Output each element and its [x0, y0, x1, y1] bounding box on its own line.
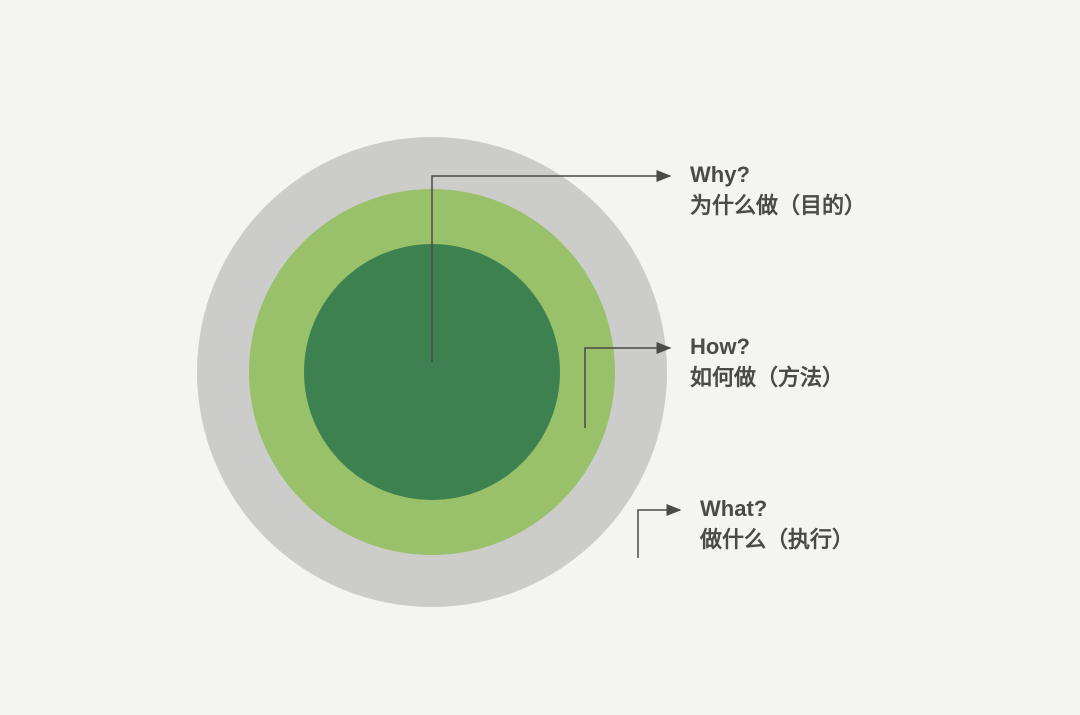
label-why-subtitle: 为什么做（目的） — [690, 191, 866, 222]
label-how-subtitle: 如何做（方法） — [690, 363, 844, 394]
inner-circle-why — [304, 244, 560, 500]
label-why: Why? 为什么做（目的） — [690, 160, 866, 222]
label-what: What? 做什么（执行） — [700, 494, 854, 556]
golden-circle-diagram: Why? 为什么做（目的） How? 如何做（方法） What? 做什么（执行） — [0, 0, 1080, 715]
label-how-title: How? — [690, 332, 844, 363]
label-why-title: Why? — [690, 160, 866, 191]
label-how: How? 如何做（方法） — [690, 332, 844, 394]
label-what-title: What? — [700, 494, 854, 525]
label-what-subtitle: 做什么（执行） — [700, 525, 854, 556]
